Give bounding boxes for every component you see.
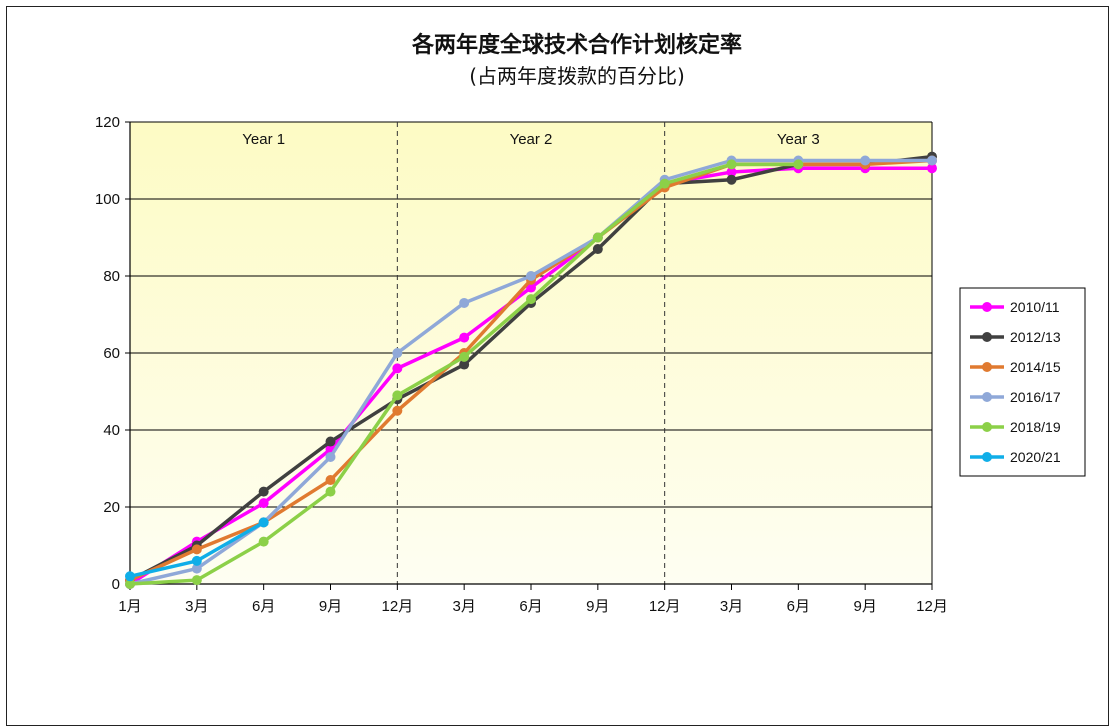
legend-label: 2012/13 — [1010, 329, 1061, 345]
data-point-2010-11-4 — [392, 363, 403, 374]
legend-item-2016-17: 2016/17 — [970, 389, 1061, 405]
data-point-2018-19-9 — [726, 159, 737, 170]
chart-frame: 各两年度全球技术合作计划核定率 (占两年度拨款的百分比) Year 1 Year … — [6, 6, 1109, 726]
data-point-2012-13-5 — [459, 359, 470, 370]
data-point-2012-13-9 — [726, 174, 737, 185]
x-tick-label-2: 6月 — [252, 598, 275, 615]
data-point-2010-11-2 — [258, 498, 269, 509]
data-point-2018-19-7 — [592, 232, 603, 243]
data-point-2018-19-10 — [793, 159, 804, 170]
x-tick-label-3: 9月 — [319, 598, 342, 615]
data-point-2016-17-6 — [526, 271, 536, 281]
data-point-2016-17-11 — [860, 155, 871, 166]
data-point-2012-13-2 — [258, 486, 269, 497]
data-point-2012-13-3 — [325, 436, 336, 447]
legend-item-2012-13: 2012/13 — [970, 329, 1061, 345]
period-label-1: Year 1 — [242, 131, 285, 148]
data-point-2010-11-9 — [726, 167, 737, 178]
legend-label: 2016/17 — [1010, 389, 1061, 405]
period-label-3: Year 3 — [777, 131, 820, 148]
data-point-2012-13-7 — [592, 244, 603, 255]
data-point-2016-17-5 — [459, 297, 470, 308]
data-point-2020-21-0 — [125, 571, 135, 582]
data-point-2018-19-1 — [191, 575, 202, 586]
legend-box — [959, 287, 1086, 477]
x-tick-label-12: 12月 — [916, 598, 948, 615]
legend: 2010/11 2012/13 2014/15 2016/17 2018/19 2020/… — [959, 287, 1086, 477]
legend-label: 2018/19 — [1010, 419, 1061, 435]
y-tick-label-100: 100 — [95, 191, 120, 208]
chart-canvas: 各两年度全球技术合作计划核定率 (占两年度拨款的百分比) Year 1 Year … — [95, 32, 1086, 615]
legend-swatch-marker — [982, 302, 992, 312]
data-point-2014-15-3 — [325, 475, 336, 486]
x-tick-label-0: 1月 — [118, 598, 141, 615]
data-point-2018-19-4 — [392, 390, 403, 401]
data-point-2020-21-2 — [258, 517, 269, 528]
x-tick-label-10: 6月 — [787, 598, 810, 615]
x-tick-label-8: 12月 — [649, 598, 681, 615]
data-point-2014-15-4 — [392, 405, 403, 416]
x-tick-label-4: 12月 — [381, 598, 413, 615]
legend-swatch-marker — [982, 332, 992, 342]
period-label-2: Year 2 — [510, 131, 553, 148]
y-tick-label-80: 80 — [103, 268, 120, 285]
period-labels: Year 1 Year 2 Year 3 — [242, 131, 819, 148]
axes: 0 20 40 60 80 100 120 1月 3月 6月 9月 12月 3月 6月 9月 12月 3月 6月 9… — [95, 114, 948, 615]
data-point-2016-17-12 — [927, 155, 937, 166]
series-group — [125, 151, 937, 589]
x-tick-label-9: 3月 — [720, 598, 743, 615]
data-point-2020-21-1 — [191, 555, 202, 566]
data-point-2016-17-3 — [325, 451, 336, 462]
y-tick-label-60: 60 — [103, 345, 120, 362]
data-point-2018-19-3 — [325, 486, 336, 497]
y-tick-label-20: 20 — [103, 499, 120, 516]
legend-item-2020-21: 2020/21 — [970, 449, 1061, 465]
legend-swatch-marker — [982, 362, 992, 372]
legend-swatch-marker — [982, 422, 992, 432]
legend-label: 2020/21 — [1010, 449, 1061, 465]
y-tick-label-0: 0 — [112, 576, 120, 593]
x-tick-label-1: 3月 — [185, 598, 208, 615]
legend-swatch-marker — [982, 392, 992, 402]
legend-label: 2014/15 — [1010, 359, 1061, 375]
legend-item-2014-15: 2014/15 — [970, 359, 1061, 375]
series-2018-19 — [125, 159, 804, 589]
series-2020-21 — [125, 517, 269, 582]
data-point-2016-17-4 — [392, 348, 403, 358]
data-point-2018-19-0 — [125, 579, 135, 589]
y-tick-label-40: 40 — [103, 422, 120, 439]
x-tick-label-6: 6月 — [519, 598, 542, 615]
x-tick-label-11: 9月 — [853, 598, 876, 615]
legend-item-2010-11: 2010/11 — [970, 299, 1060, 315]
data-point-2018-19-6 — [526, 294, 536, 305]
y-tick-label-120: 120 — [95, 114, 120, 131]
data-point-2016-17-1 — [191, 563, 202, 574]
x-tick-label-5: 3月 — [452, 598, 475, 615]
chart-title: 各两年度全球技术合作计划核定率 — [411, 32, 742, 58]
chart-subtitle: (占两年度拨款的百分比) — [469, 64, 685, 88]
data-point-2010-11-12 — [927, 163, 937, 174]
data-point-2018-19-8 — [659, 178, 670, 189]
data-point-2010-11-5 — [459, 332, 470, 343]
legend-label: 2010/11 — [1010, 299, 1060, 315]
data-point-2014-15-1 — [191, 544, 202, 555]
legend-item-2018-19: 2018/19 — [970, 419, 1061, 435]
x-tick-label-7: 9月 — [586, 598, 609, 615]
data-point-2018-19-5 — [459, 351, 470, 362]
legend-swatch-marker — [982, 452, 992, 462]
data-point-2018-19-2 — [258, 536, 269, 547]
